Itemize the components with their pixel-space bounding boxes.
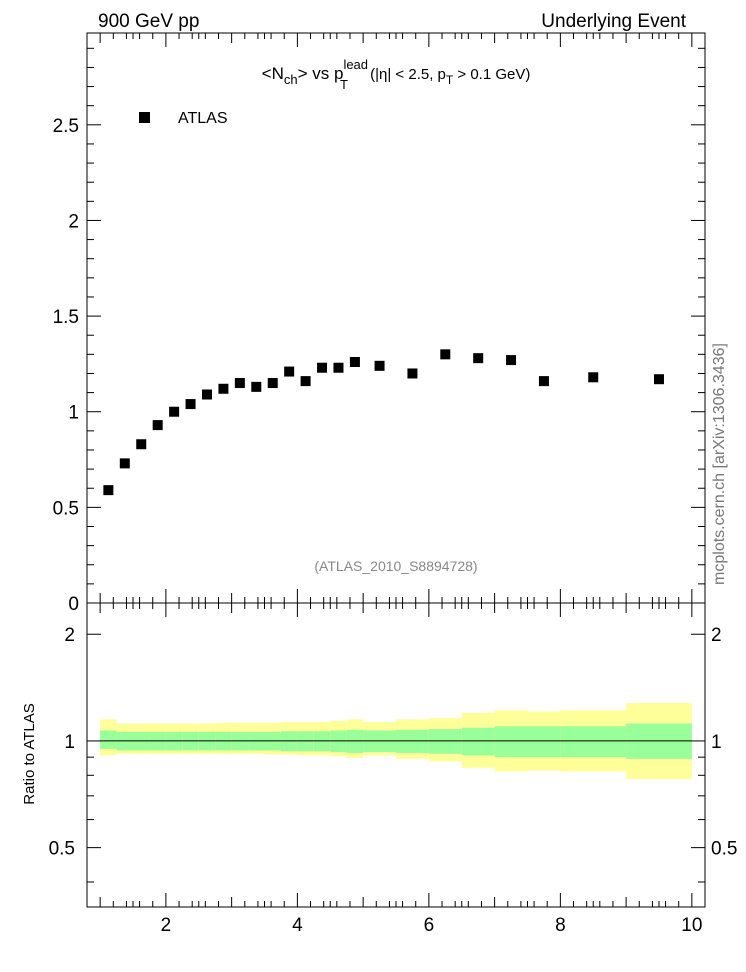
ratio-y-tick-labels: 0.5 0.5 1 1 2 2 [49,625,738,859]
title-prefix: <N [262,64,284,83]
ratio-y-tick-label-left: 0.5 [49,839,75,860]
data-markers [103,349,664,496]
data-marker [185,399,196,410]
legend-label: ATLAS [178,110,228,127]
main-y-tick-label: 2 [68,211,79,232]
x-tick-labels: 2 4 6 8 10 [161,915,703,936]
data-marker [653,374,664,385]
ratio-band-inner [527,726,561,758]
ratio-y-axis-label: Ratio to ATLAS [21,703,38,804]
ratio-y-tick-label-left: 1 [64,732,75,753]
title-sub-ch: ch [284,72,298,87]
ratio-band-inner [494,726,528,758]
ratio-plot-frame [86,602,706,908]
main-y-tick-label: 0 [68,594,79,615]
main-axis-ticks [87,33,705,604]
data-marker [267,378,278,389]
data-marker [538,376,549,387]
data-marker [284,366,295,377]
plot-title: <Nch> vs plead T (|η| < 2.5, pT > 0.1 GeV… [262,57,531,92]
data-marker [440,349,451,360]
main-panel: 0 0.5 1 1.5 2 2.5 <Nch> vs plead T (|η| < 2.5,… [53,32,706,615]
x-tick-label: 10 [681,915,702,936]
legend-marker [139,112,150,123]
title-middle: > vs p [298,64,344,83]
title-rest2: > 0.1 GeV) [453,66,530,83]
data-marker [251,381,262,392]
data-marker [103,485,114,496]
ratio-band-inner [100,730,117,749]
data-marker [317,362,328,373]
title-sup-lead: lead [343,57,368,72]
data-marker [588,372,599,383]
data-marker [152,420,163,431]
x-tick-label: 8 [555,915,566,936]
title-sub-t: T [340,77,348,92]
ratio-y-tick-label-right: 2 [711,625,722,646]
ratio-y-tick-label-right: 1 [711,732,722,753]
data-marker [201,389,212,400]
data-marker [136,439,147,450]
header-right-label: Underlying Event [541,11,686,32]
data-marker [349,356,360,367]
ratio-panel: 0.5 0.5 1 1 2 2 2 4 6 8 10 Ratio to ATLAS [21,602,738,936]
header-left-label: 900 GeV pp [98,11,199,32]
x-tick-label: 4 [292,915,303,936]
main-y-tick-label: 2.5 [53,116,79,137]
ratio-y-tick-label-left: 2 [64,625,75,646]
data-marker [333,362,344,373]
title-sub-t2: T [446,73,454,87]
x-tick-label: 2 [161,915,172,936]
main-y-tick-labels: 0 0.5 1 1.5 2 2.5 [53,116,79,615]
data-marker [506,355,517,366]
data-marker [407,368,418,379]
main-y-tick-label: 0.5 [53,498,79,519]
ratio-y-tick-label-right: 0.5 [711,839,737,860]
analysis-reference: (ATLAS_2010_S8894728) [314,558,477,574]
data-marker [234,378,245,389]
x-tick-label: 6 [424,915,435,936]
main-y-tick-label: 1 [68,403,79,424]
data-marker [300,376,311,387]
data-marker [218,383,229,394]
title-rest1: (|η| < 2.5, p [366,66,446,83]
ratio-axis-ticks [87,603,705,907]
data-marker [473,353,484,364]
ratio-band-inner [560,726,627,758]
data-marker [374,360,385,371]
data-marker [119,458,130,469]
data-marker [169,406,180,417]
mcplots-side-label: mcplots.cern.ch [arXiv:1306.3436] [711,343,728,585]
ratio-band-inner [461,727,495,756]
main-y-tick-label: 1.5 [53,307,79,328]
